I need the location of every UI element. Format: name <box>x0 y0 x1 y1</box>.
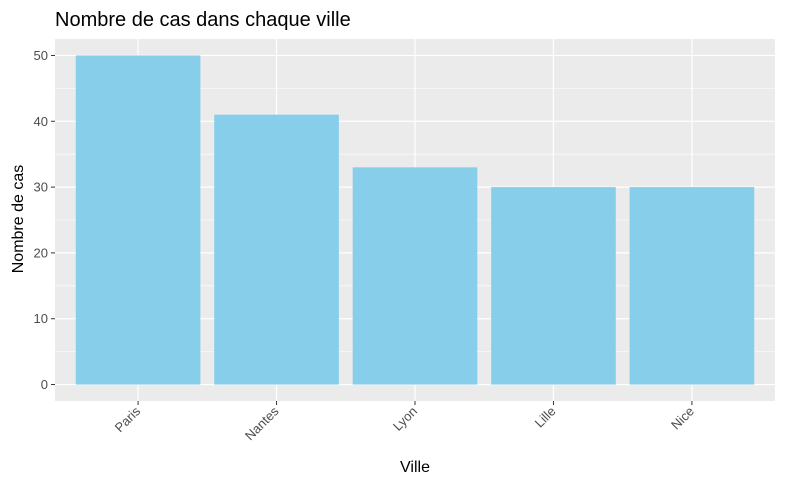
bars <box>75 55 755 385</box>
x-axis-title: Ville <box>400 459 430 476</box>
x-tick-label: Lille <box>532 404 559 431</box>
y-tick-label: 20 <box>34 245 48 260</box>
x-tick-label: Lyon <box>390 404 420 434</box>
x-tick-label: Nantes <box>242 403 282 443</box>
y-tick-label: 30 <box>34 180 48 195</box>
bar-paris <box>75 55 201 385</box>
x-tick-label: Paris <box>112 403 144 435</box>
y-tick-label: 50 <box>34 48 48 63</box>
y-axis-title: Nombre de cas <box>10 165 27 274</box>
bar-nantes <box>214 114 339 385</box>
x-tick-label: Nice <box>668 404 697 433</box>
y-tick-label: 10 <box>34 311 48 326</box>
chart-title: Nombre de cas dans chaque ville <box>55 9 351 31</box>
bar-nice <box>629 187 755 385</box>
bar-lille <box>491 187 616 385</box>
y-tick-label: 0 <box>41 377 48 392</box>
y-axis: 0 10 20 30 40 50 <box>34 48 55 392</box>
x-axis: Paris Nantes Lyon Lille Nice <box>112 401 697 443</box>
bar-lyon <box>352 167 478 385</box>
y-tick-label: 40 <box>34 114 48 129</box>
